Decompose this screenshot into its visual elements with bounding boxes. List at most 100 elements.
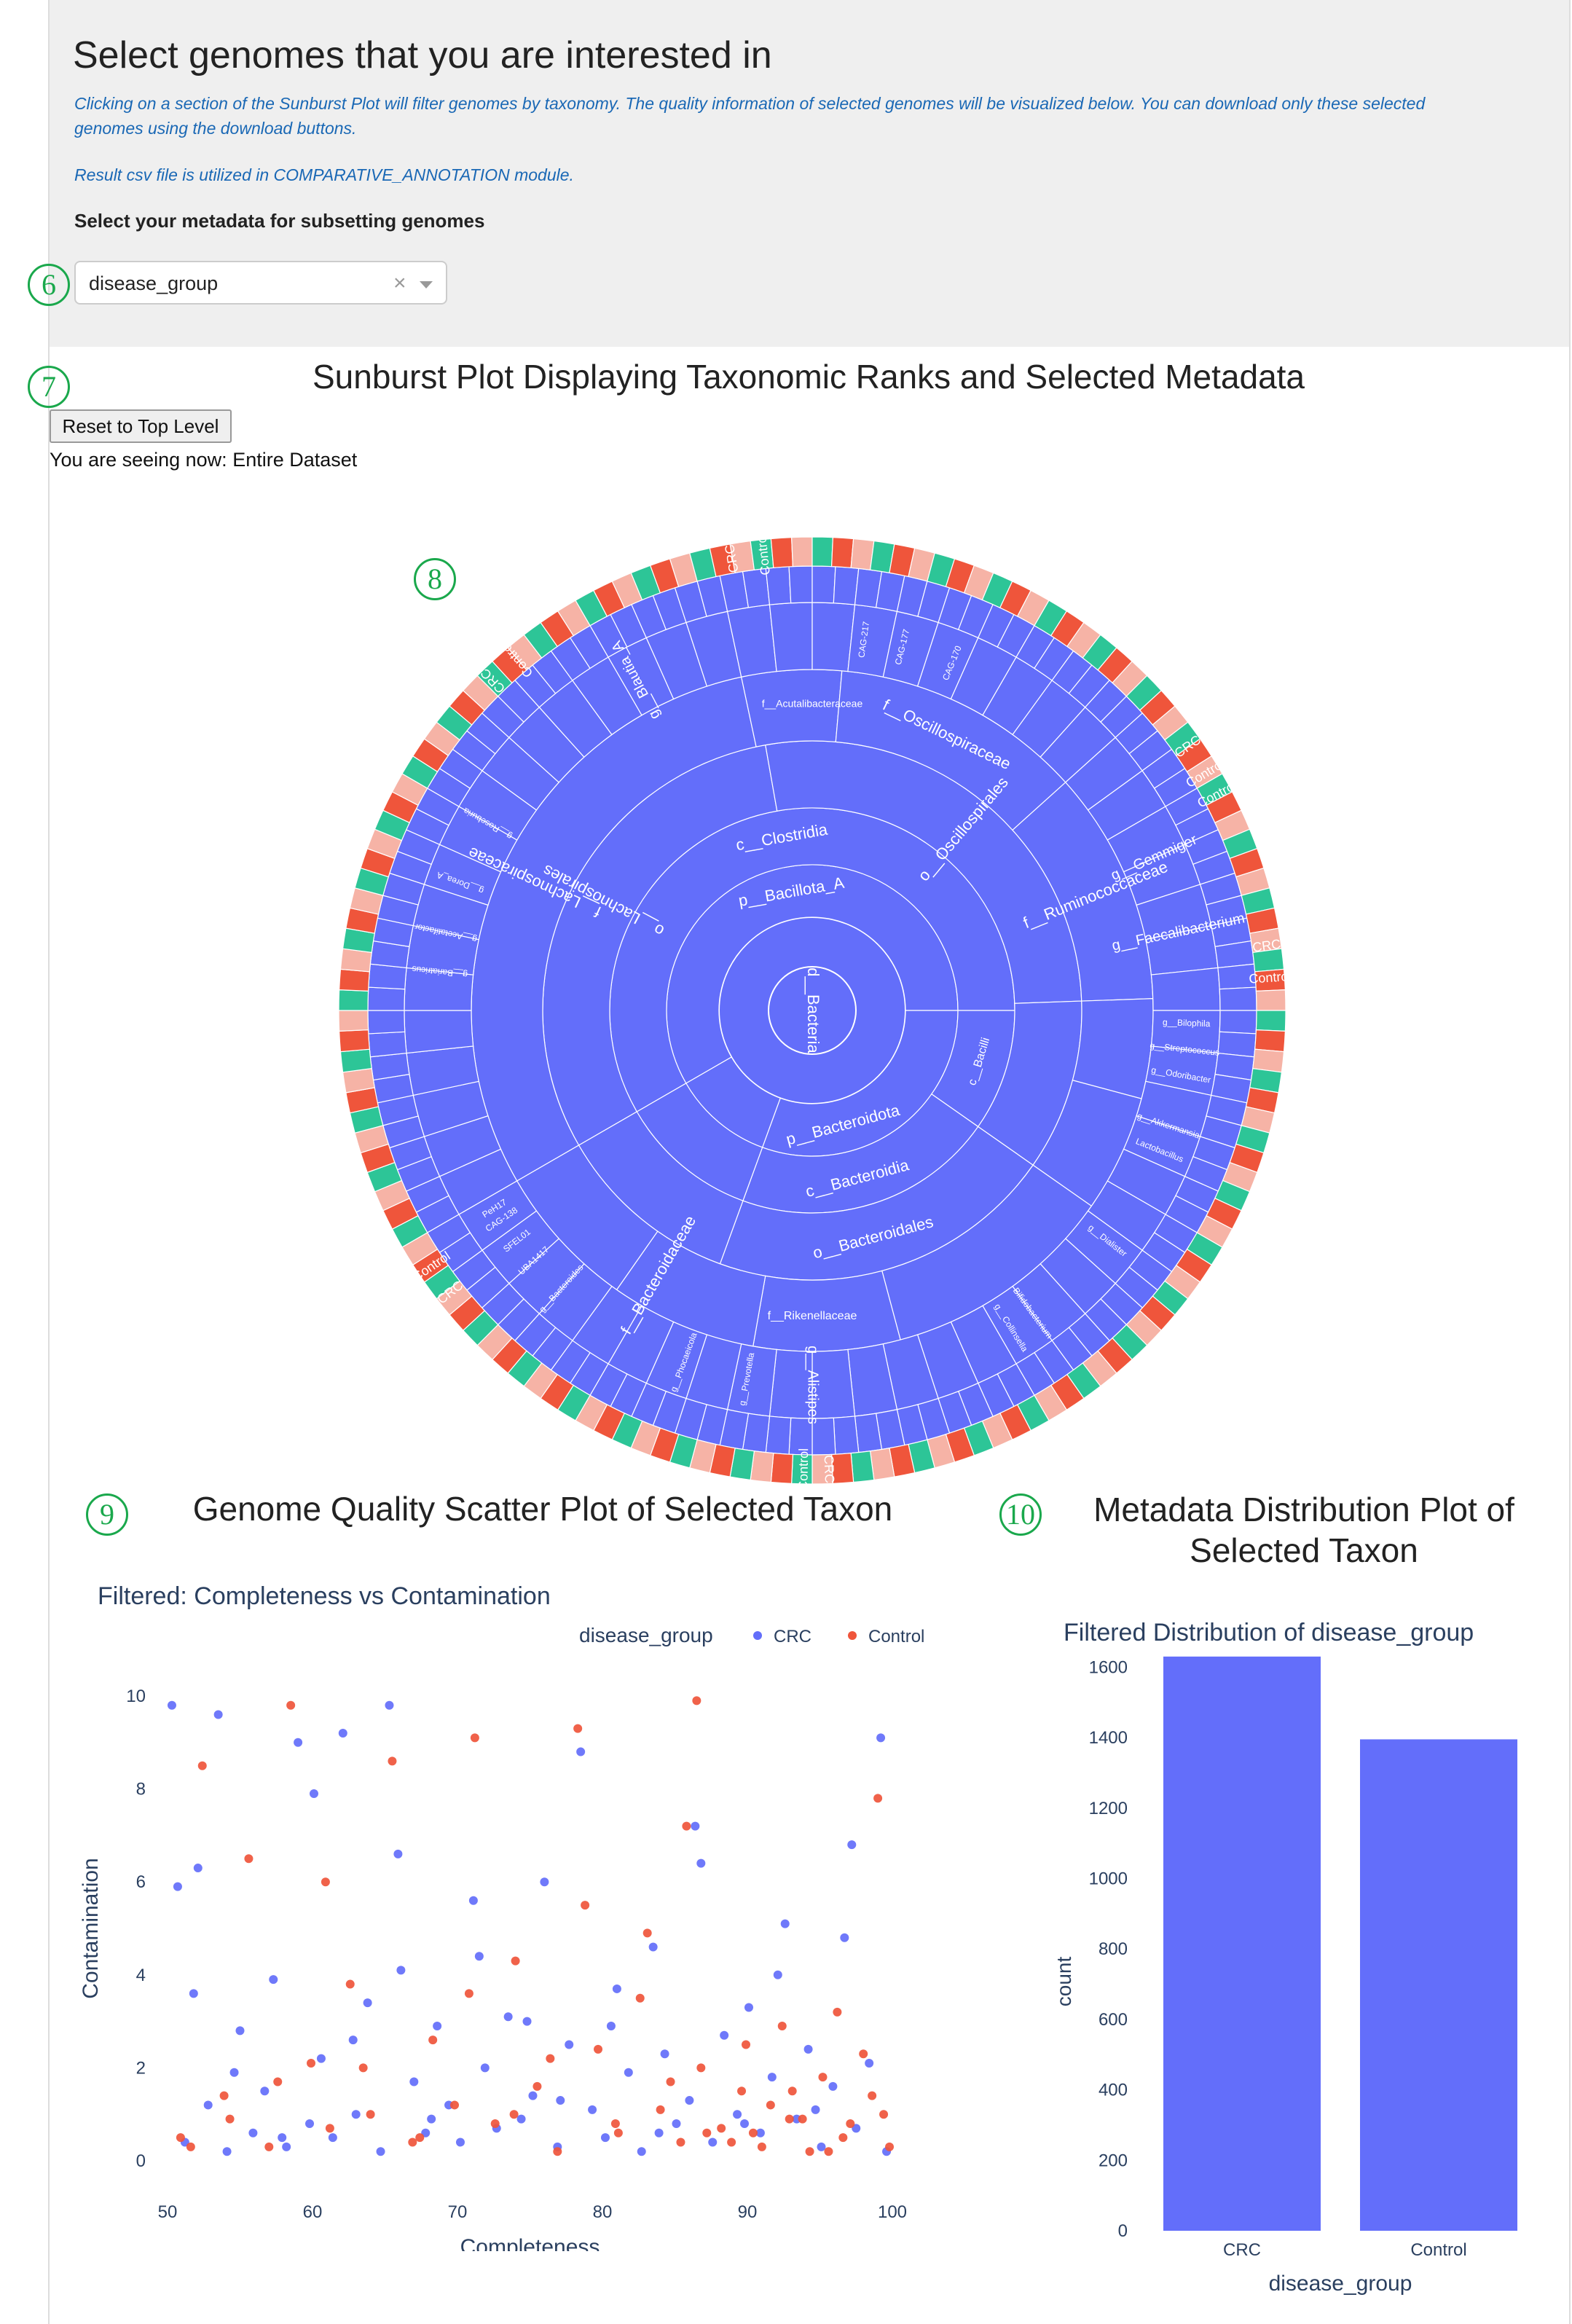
scatter-point-crc[interactable]: [660, 2049, 669, 2059]
sunburst-species-segment[interactable]: [367, 1010, 406, 1035]
scatter-point-control[interactable]: [748, 2128, 758, 2137]
scatter-point-crc[interactable]: [213, 1710, 223, 1719]
scatter-point-control[interactable]: [388, 1756, 397, 1766]
scatter-point-crc[interactable]: [588, 2105, 597, 2114]
scatter-point-control[interactable]: [176, 2133, 185, 2143]
scatter-point-control[interactable]: [366, 2110, 375, 2119]
scatter-point-control[interactable]: [345, 1979, 355, 1989]
sunburst-metadata-segment[interactable]: [791, 536, 813, 568]
scatter-point-crc[interactable]: [348, 2036, 358, 2045]
sunburst-metadata-segment[interactable]: [850, 1450, 875, 1483]
scatter-point-crc[interactable]: [338, 1729, 347, 1738]
sunburst-metadata-segment[interactable]: [338, 1010, 369, 1032]
scatter-point-crc[interactable]: [516, 2114, 526, 2124]
scatter-point-crc[interactable]: [528, 2091, 538, 2100]
sunburst-metadata-segment[interactable]: [830, 536, 854, 568]
scatter-point-control[interactable]: [273, 2077, 283, 2087]
scatter-point-crc[interactable]: [576, 1747, 586, 1756]
scatter-point-control[interactable]: [818, 2073, 828, 2082]
sunburst-species-segment[interactable]: [765, 1416, 792, 1455]
scatter-point-crc[interactable]: [396, 1966, 406, 1975]
scatter-point-crc[interactable]: [294, 1738, 303, 1747]
scatter-point-control[interactable]: [785, 2114, 794, 2124]
scatter-point-control[interactable]: [594, 2044, 603, 2054]
scatter-point-control[interactable]: [682, 1821, 691, 1831]
scatter-point-control[interactable]: [573, 1724, 583, 1733]
sunburst-species-segment[interactable]: [368, 963, 407, 990]
scatter-point-control[interactable]: [532, 2081, 542, 2091]
scatter-point-crc[interactable]: [316, 2054, 326, 2063]
scatter-point-crc[interactable]: [691, 1821, 700, 1831]
sunburst-metadata-segment[interactable]: [338, 968, 370, 992]
scatter-point-control[interactable]: [581, 1901, 590, 1910]
sunburst-species-segment[interactable]: [1217, 1031, 1257, 1058]
scatter-point-control[interactable]: [610, 2119, 620, 2128]
scatter-point-crc[interactable]: [648, 1942, 658, 1952]
scatter-point-crc[interactable]: [600, 2133, 610, 2143]
scatter-point-control[interactable]: [464, 1989, 473, 1998]
scatter-point-crc[interactable]: [222, 2147, 232, 2156]
scatter-point-crc[interactable]: [328, 2133, 337, 2143]
scatter-point-crc[interactable]: [852, 2124, 861, 2133]
scatter-point-control[interactable]: [321, 1877, 330, 1887]
scatter-point-crc[interactable]: [235, 2026, 245, 2036]
scatter-point-control[interactable]: [358, 2063, 368, 2073]
bar-control[interactable]: [1360, 1739, 1517, 2231]
sunburst-metadata-segment[interactable]: [401, 1232, 439, 1266]
scatter-point-control[interactable]: [676, 2137, 685, 2147]
scatter-point-crc[interactable]: [876, 1733, 886, 1743]
metadata-bar-chart[interactable]: 0 200 400 600 800 1000 1200 1400 1600 count CRC Con…: [1027, 1603, 1566, 2324]
scatter-point-crc[interactable]: [720, 2030, 729, 2040]
scatter-point-crc[interactable]: [393, 1849, 403, 1858]
metadata-select[interactable]: disease_group ×: [74, 261, 447, 305]
scatter-point-control[interactable]: [307, 2059, 316, 2068]
scatter-point-control[interactable]: [868, 2091, 877, 2100]
scatter-point-crc[interactable]: [167, 1700, 176, 1710]
scatter-point-crc[interactable]: [248, 2128, 258, 2137]
scatter-point-crc[interactable]: [455, 2137, 465, 2147]
scatter-point-control[interactable]: [727, 2137, 736, 2147]
scatter-point-crc[interactable]: [733, 2110, 742, 2119]
scatter-point-crc[interactable]: [767, 2073, 777, 2082]
scatter-point-crc[interactable]: [421, 2128, 431, 2137]
scatter-point-crc[interactable]: [409, 2077, 419, 2087]
scatter-point-crc[interactable]: [654, 2128, 664, 2137]
sunburst-species-segment[interactable]: [788, 565, 813, 604]
sunburst-metadata-segment[interactable]: [770, 536, 794, 568]
scatter-point-crc[interactable]: [427, 2114, 436, 2124]
scatter-point-control[interactable]: [696, 2063, 706, 2073]
scatter-point-control[interactable]: [833, 2007, 842, 2017]
sunburst-species-segment[interactable]: [368, 1031, 407, 1058]
scatter-point-crc[interactable]: [803, 2044, 813, 2054]
scatter-point-control[interactable]: [879, 2110, 889, 2119]
scatter-point-crc[interactable]: [637, 2147, 646, 2156]
scatter-point-control[interactable]: [642, 1928, 652, 1938]
scatter-point-control[interactable]: [511, 1956, 520, 1966]
sunburst-metadata-segment[interactable]: [1255, 989, 1286, 1011]
scatter-legend-marker-control[interactable]: [848, 1631, 857, 1640]
scatter-point-control[interactable]: [757, 2142, 766, 2151]
sunburst-genus-segment[interactable]: [404, 1010, 474, 1054]
sunburst-genus-segment[interactable]: [769, 602, 813, 672]
scatter-point-crc[interactable]: [755, 2128, 765, 2137]
scatter-point-crc[interactable]: [305, 2119, 315, 2128]
scatter-point-crc[interactable]: [817, 2142, 826, 2151]
bar-crc[interactable]: [1163, 1656, 1321, 2231]
scatter-point-crc[interactable]: [540, 1877, 549, 1887]
scatter-point-control[interactable]: [408, 2137, 417, 2147]
scatter-point-crc[interactable]: [672, 2119, 681, 2128]
scatter-point-control[interactable]: [666, 2077, 675, 2087]
scatter-point-crc[interactable]: [173, 1882, 182, 1891]
scatter-point-crc[interactable]: [828, 2081, 838, 2091]
sunburst-genus-segment[interactable]: [1150, 967, 1221, 1011]
scatter-point-control[interactable]: [777, 2021, 787, 2030]
scatter-point-crc[interactable]: [269, 1975, 278, 1985]
scatter-point-control[interactable]: [737, 2087, 747, 2096]
scatter-point-control[interactable]: [838, 2133, 848, 2143]
scatter-point-control[interactable]: [742, 2040, 751, 2049]
scatter-point-control[interactable]: [415, 2133, 425, 2143]
scatter-point-crc[interactable]: [282, 2142, 291, 2151]
scatter-point-control[interactable]: [490, 2119, 500, 2128]
sunburst-species-segment[interactable]: [833, 1416, 860, 1455]
sunburst-metadata-segment[interactable]: [1254, 1029, 1286, 1053]
